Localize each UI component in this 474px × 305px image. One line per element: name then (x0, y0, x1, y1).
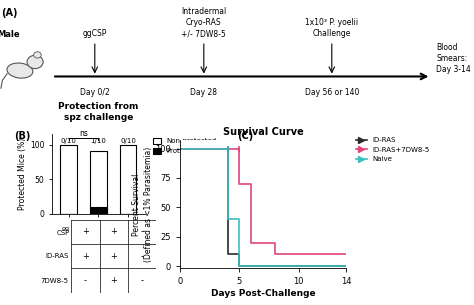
Bar (120, 145, 137, 214)
Text: 7DW8-5: 7DW8-5 (41, 278, 69, 284)
Text: 0/10: 0/10 (61, 138, 76, 144)
Circle shape (34, 52, 41, 58)
Legend: Non-protected, Protected: Non-protected, Protected (153, 138, 217, 154)
Text: +: + (82, 252, 89, 261)
Text: Male: Male (0, 30, 20, 39)
Text: +: + (110, 276, 117, 285)
Text: ns: ns (79, 129, 88, 138)
Text: (C): (C) (237, 131, 253, 141)
Text: 1x10³ P. yoelii
Challenge: 1x10³ P. yoelii Challenge (305, 18, 358, 38)
Text: +: + (110, 227, 117, 236)
Text: Day 28: Day 28 (191, 88, 217, 97)
Text: ID-RAS: ID-RAS (46, 253, 69, 259)
X-axis label: Days Post-Challenge: Days Post-Challenge (211, 289, 315, 298)
Y-axis label: Protected Mice (%): Protected Mice (%) (18, 138, 27, 210)
Text: -: - (141, 227, 144, 236)
Text: Day 0/2: Day 0/2 (80, 88, 109, 97)
Text: +: + (82, 227, 89, 236)
Circle shape (27, 55, 43, 69)
Text: (A): (A) (1, 8, 18, 18)
Ellipse shape (7, 63, 33, 78)
Legend: ID-RAS, ID-RAS+7DW8-5, Naive: ID-RAS, ID-RAS+7DW8-5, Naive (356, 137, 429, 162)
Text: Day 56 or 140: Day 56 or 140 (305, 88, 359, 97)
Text: +: + (110, 252, 117, 261)
Text: 0/10: 0/10 (120, 138, 136, 144)
Text: ggCSP: ggCSP (82, 29, 107, 38)
Bar (90, 206, 107, 214)
Text: -: - (141, 252, 144, 261)
Title: Protection from
spz challenge: Protection from spz challenge (58, 102, 138, 122)
Text: Blood
Smears:
Day 3-14: Blood Smears: Day 3-14 (436, 43, 471, 74)
Bar (90, 152, 107, 214)
Text: gg: gg (62, 226, 70, 231)
Text: -: - (141, 276, 144, 285)
Text: Intradermal
Cryo-RAS
+/- 7DW8-5: Intradermal Cryo-RAS +/- 7DW8-5 (181, 7, 227, 38)
Text: (B): (B) (14, 131, 31, 141)
Text: CSP: CSP (56, 230, 70, 236)
Text: -: - (84, 276, 87, 285)
Title: Survival Curve: Survival Curve (223, 127, 303, 137)
Text: 1/10: 1/10 (91, 138, 106, 144)
Y-axis label: Percent Survival
(Defined as <1% Parasitemia): Percent Survival (Defined as <1% Parasit… (132, 147, 153, 262)
Bar (60, 145, 77, 214)
